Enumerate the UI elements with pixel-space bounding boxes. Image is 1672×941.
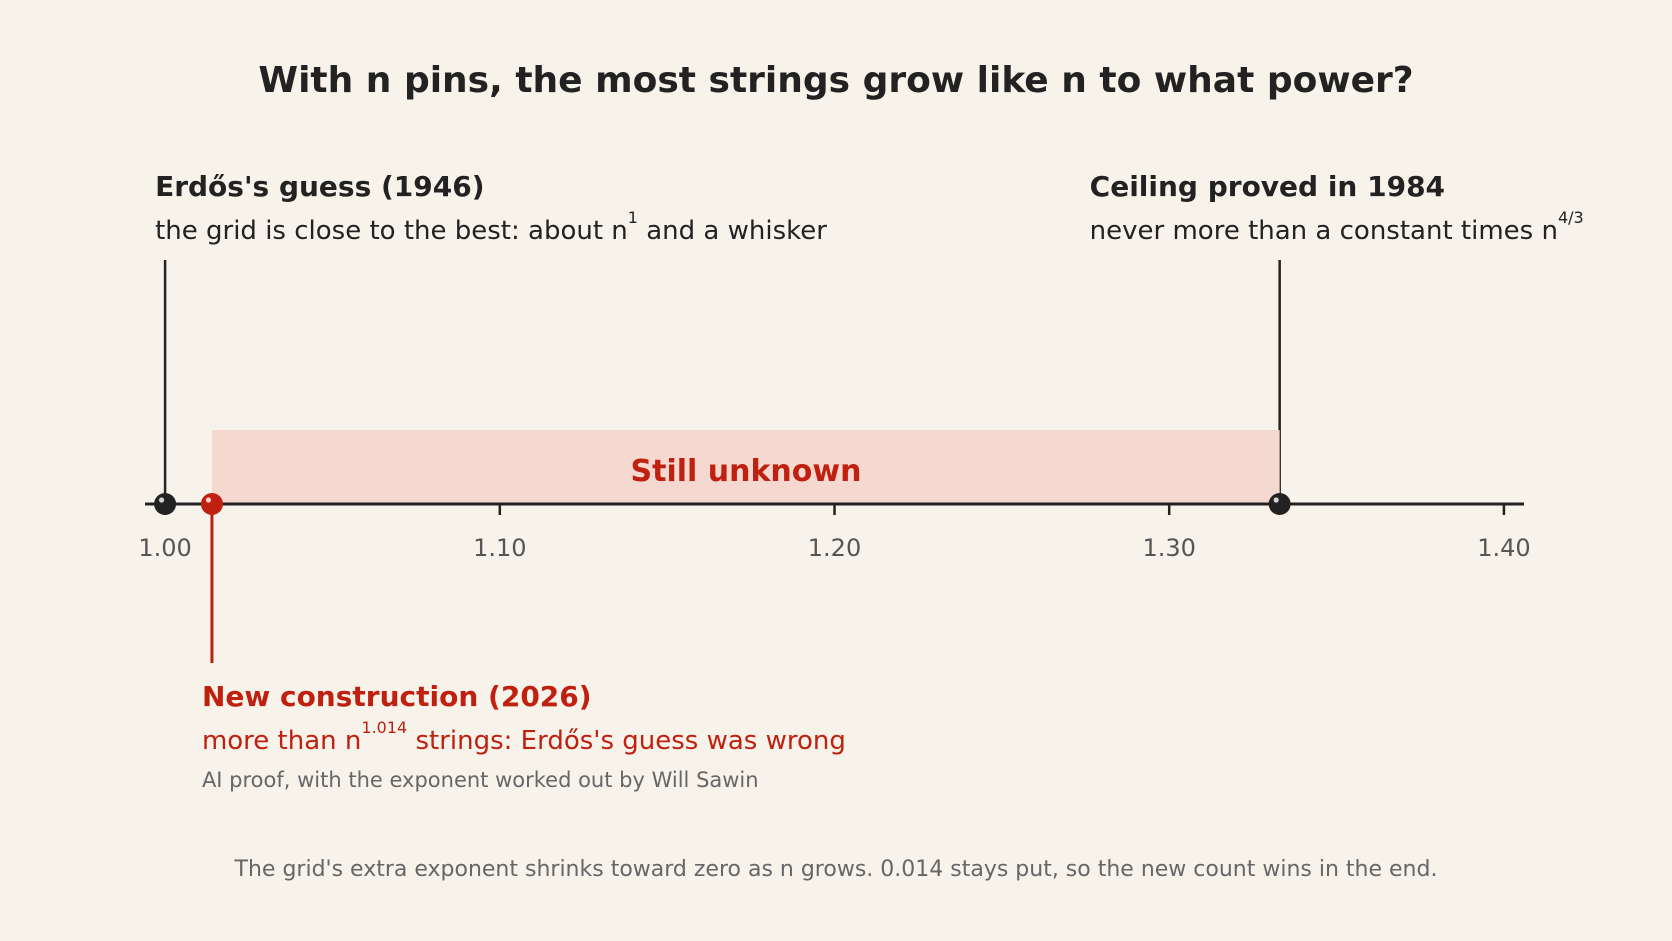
x-tick-label: 1.10 [473, 534, 526, 562]
marker-highlight [158, 497, 165, 503]
marker-text: the grid is close to the best: about n1 … [155, 208, 827, 246]
marker-title: New construction (2026) [202, 680, 592, 713]
marker-title: Erdős's guess (1946) [155, 170, 484, 203]
marker-text-after: and a whisker [638, 216, 827, 246]
marker-title: Ceiling proved in 1984 [1090, 170, 1445, 203]
marker-text-after: strings: Erdős's guess was wrong [407, 726, 846, 756]
chart-title: With n pins, the most strings grow like … [258, 60, 1413, 101]
marker-text-main: more than n [202, 726, 361, 756]
marker-point [200, 493, 223, 515]
marker-point [1268, 493, 1291, 515]
x-tick-label: 1.20 [808, 534, 861, 562]
x-tick-label: 1.40 [1477, 534, 1530, 562]
footnote: The grid's extra exponent shrinks toward… [234, 857, 1438, 882]
marker-text: more than n1.014 strings: Erdős's guess … [202, 718, 846, 756]
marker-text-sup: 1 [628, 208, 638, 227]
marker-text-sup: 1.014 [361, 718, 407, 737]
marker-text-main: never more than a constant times n [1090, 216, 1558, 246]
marker-text-main: the grid is close to the best: about n [155, 216, 628, 246]
x-tick-label: 1.00 [138, 534, 191, 562]
band-label: Still unknown [631, 454, 862, 489]
marker-point [154, 493, 177, 515]
marker-note: AI proof, with the exponent worked out b… [202, 768, 759, 792]
unknown-band [211, 430, 1280, 504]
x-tick-label: 1.30 [1142, 534, 1195, 562]
marker-highlight [205, 497, 212, 503]
marker-text: never more than a constant times n4/3 [1090, 208, 1584, 246]
marker-text-sup: 4/3 [1558, 208, 1584, 227]
marker-highlight [1273, 497, 1279, 503]
